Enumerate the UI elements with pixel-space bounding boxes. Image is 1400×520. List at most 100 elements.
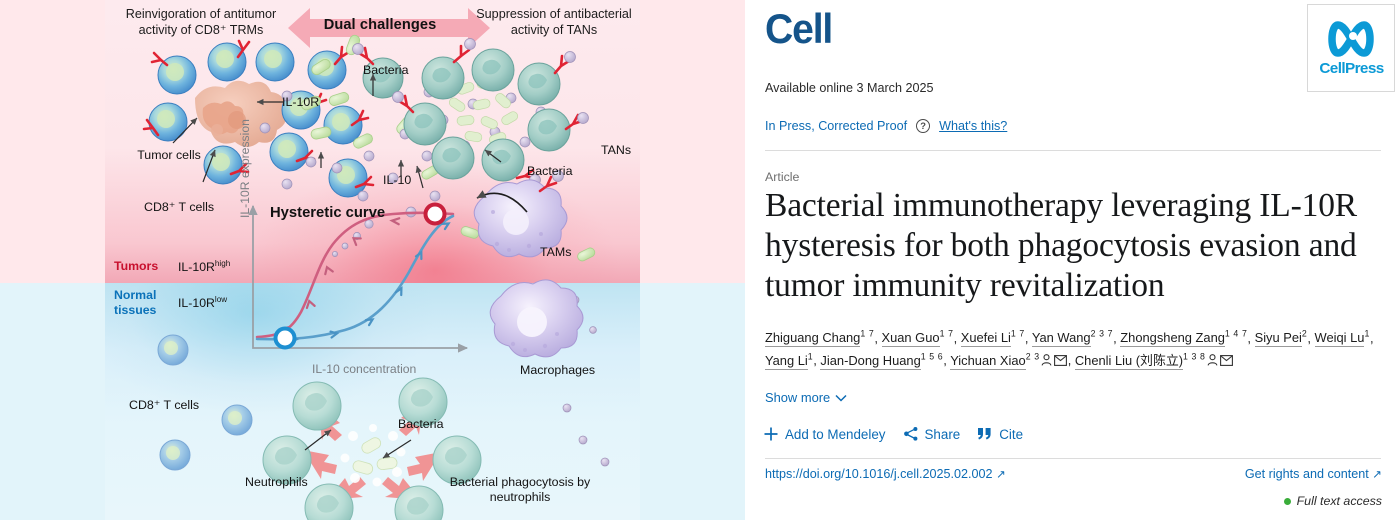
cellpress-label: CellPress — [1318, 60, 1384, 77]
doi-text: https://doi.org/10.1016/j.cell.2025.02.0… — [765, 467, 993, 481]
author-entry[interactable]: Chenli Liu (刘陈立)1 3 8 — [1074, 351, 1234, 370]
show-more-button[interactable]: Show more — [765, 390, 847, 405]
author-affiliation-sup: 1 5 6 — [920, 351, 944, 362]
author-separator: , — [1024, 330, 1032, 346]
author-separator: , — [813, 352, 821, 368]
email-author-icon — [1219, 354, 1233, 366]
author-name[interactable]: Jian-Dong Huang — [820, 352, 921, 370]
cd8-t-cells-normal — [157, 334, 253, 471]
author-name[interactable]: Siyu Pei — [1254, 330, 1302, 348]
label-tumor-cells: Tumor cells — [137, 148, 201, 162]
access-status-label: Full text access — [1296, 494, 1382, 508]
author-entry[interactable]: Zhiguang Chang1 7 — [765, 329, 875, 348]
author-entry[interactable]: Yang Li1 — [765, 351, 814, 370]
author-entry[interactable]: Jian-Dong Huang1 5 6 — [820, 351, 944, 370]
publication-status-row: In Press, Corrected Proof ? What's this? — [765, 119, 1007, 133]
author-affiliation-sup: 2 — [1301, 329, 1308, 339]
author-separator: , — [1247, 330, 1255, 346]
cite-button[interactable]: Cite — [977, 427, 1023, 442]
hysteresis-plot — [248, 202, 469, 353]
bacteria-engulfed — [340, 424, 406, 487]
author-name[interactable]: Zhongsheng Zang — [1120, 330, 1225, 348]
share-nodes-icon — [903, 427, 917, 441]
author-name[interactable]: Xuefei Li — [960, 330, 1011, 348]
label-cd8-t-cells-bottom: CD8⁺ T cells — [129, 398, 200, 412]
doi-link[interactable]: https://doi.org/10.1016/j.cell.2025.02.0… — [765, 467, 1006, 481]
author-entry[interactable]: Xuan Guo1 7 — [881, 329, 954, 348]
author-separator: , — [1113, 330, 1121, 346]
external-link-icon: ↗ — [996, 469, 1006, 481]
journal-wordmark[interactable]: Cell — [765, 5, 833, 52]
share-button[interactable]: Share — [903, 426, 961, 442]
author-affiliation-sup: 1 3 8 — [1183, 351, 1206, 362]
email-author-icon — [1053, 354, 1067, 366]
author-name[interactable]: Chenli Liu (刘陈立) — [1074, 352, 1184, 370]
high-state-marker — [423, 202, 447, 226]
author-separator: , — [1369, 330, 1374, 346]
author-list: Zhiguang Chang1 7, Xuan Guo1 7, Xuefei L… — [765, 327, 1391, 371]
author-separator: , — [1307, 330, 1315, 346]
question-circle-icon[interactable]: ? — [916, 119, 931, 133]
add-to-mendeley-label: Add to Mendeley — [785, 426, 886, 442]
author-name[interactable]: Xuan Guo — [881, 330, 940, 348]
low-state-marker — [273, 326, 297, 350]
label-tans: TANs — [601, 143, 632, 157]
page-title: Bacterial immunotherapy leveraging IL-10… — [765, 187, 1357, 305]
neutrophil-phagocytosis-group — [262, 377, 482, 520]
label-il10: IL-10 — [383, 173, 412, 187]
cellpress-logo[interactable]: CellPress — [1307, 4, 1395, 92]
cite-label: Cite — [999, 426, 1024, 442]
abstract-artwork — [142, 8, 610, 520]
author-affiliation-sup: 1 7 — [860, 329, 875, 339]
author-entry[interactable]: Xuefei Li1 7 — [960, 329, 1025, 348]
plot-title: Hysteretic curve — [270, 205, 386, 221]
label-bacteria-top: Bacteria — [363, 63, 409, 77]
author-affiliation-sup: 1 — [807, 351, 814, 362]
author-separator: , — [1067, 352, 1075, 368]
get-rights-link[interactable]: Get rights and content ↗ — [1245, 467, 1382, 481]
publication-status[interactable]: In Press, Corrected Proof — [765, 119, 908, 133]
author-affiliation-sup: 2 3 7 — [1090, 329, 1114, 339]
label-cd8-t-cells-top: CD8⁺ T cells — [144, 200, 215, 214]
article-type-kicker: Article — [765, 170, 800, 184]
whats-this-link[interactable]: What's this? — [939, 119, 1008, 133]
plot-y-axis-label: IL-10R expression — [238, 119, 252, 218]
region-value-normal: IL-10Rlow — [178, 295, 228, 311]
author-name[interactable]: Zhiguang Chang — [765, 330, 861, 348]
tam-macrophage — [473, 170, 568, 258]
share-label: Share — [924, 426, 961, 442]
access-status: Full text access — [1283, 494, 1382, 508]
graphical-abstract-panel[interactable]: Reinvigoration of antitumor activity of … — [0, 0, 745, 520]
author-name[interactable]: Yan Wang — [1031, 330, 1091, 348]
cd8-t-cell-cluster-top — [148, 42, 368, 198]
region-label-normal: Normal tissues — [114, 288, 157, 317]
author-entry[interactable]: Yan Wang2 3 7 — [1031, 329, 1114, 348]
macrophage-normal — [489, 279, 584, 358]
leader-lines — [172, 73, 502, 459]
author-name[interactable]: Weiqi Lu — [1314, 330, 1365, 348]
corresponding-author-icon — [1207, 353, 1217, 366]
author-separator: , — [874, 330, 882, 346]
label-bacteria-tan: Bacteria — [527, 164, 573, 178]
cellpress-mark-icon — [1328, 21, 1374, 57]
article-info-panel: Cell CellPress Available online 3 March … — [745, 0, 1400, 520]
quote-icon — [978, 428, 991, 440]
region-label-tumors: Tumors — [114, 259, 159, 273]
tan-cluster — [352, 38, 589, 186]
author-name[interactable]: Yichuan Xiao — [950, 352, 1026, 370]
region-value-tumors: IL-10Rhigh — [178, 259, 231, 275]
get-rights-label: Get rights and content — [1244, 467, 1369, 481]
access-status-dot-icon — [1283, 497, 1291, 505]
author-entry[interactable]: Siyu Pei2 — [1254, 329, 1308, 348]
abstract-illustration — [105, 0, 640, 520]
label-tams: TAMs — [540, 245, 572, 259]
author-entry[interactable]: Yichuan Xiao2 3 — [950, 351, 1068, 370]
author-entry[interactable]: Weiqi Lu1 — [1314, 329, 1370, 348]
author-separator: , — [943, 352, 951, 368]
author-name[interactable]: Yang Li — [765, 352, 808, 370]
add-to-mendeley-button[interactable]: Add to Mendeley — [763, 426, 886, 442]
chevron-down-icon — [835, 394, 847, 402]
author-affiliation-sup: 2 3 — [1025, 351, 1040, 362]
author-entry[interactable]: Zhongsheng Zang1 4 7 — [1120, 329, 1247, 348]
author-affiliation-sup: 1 7 — [1010, 329, 1025, 339]
